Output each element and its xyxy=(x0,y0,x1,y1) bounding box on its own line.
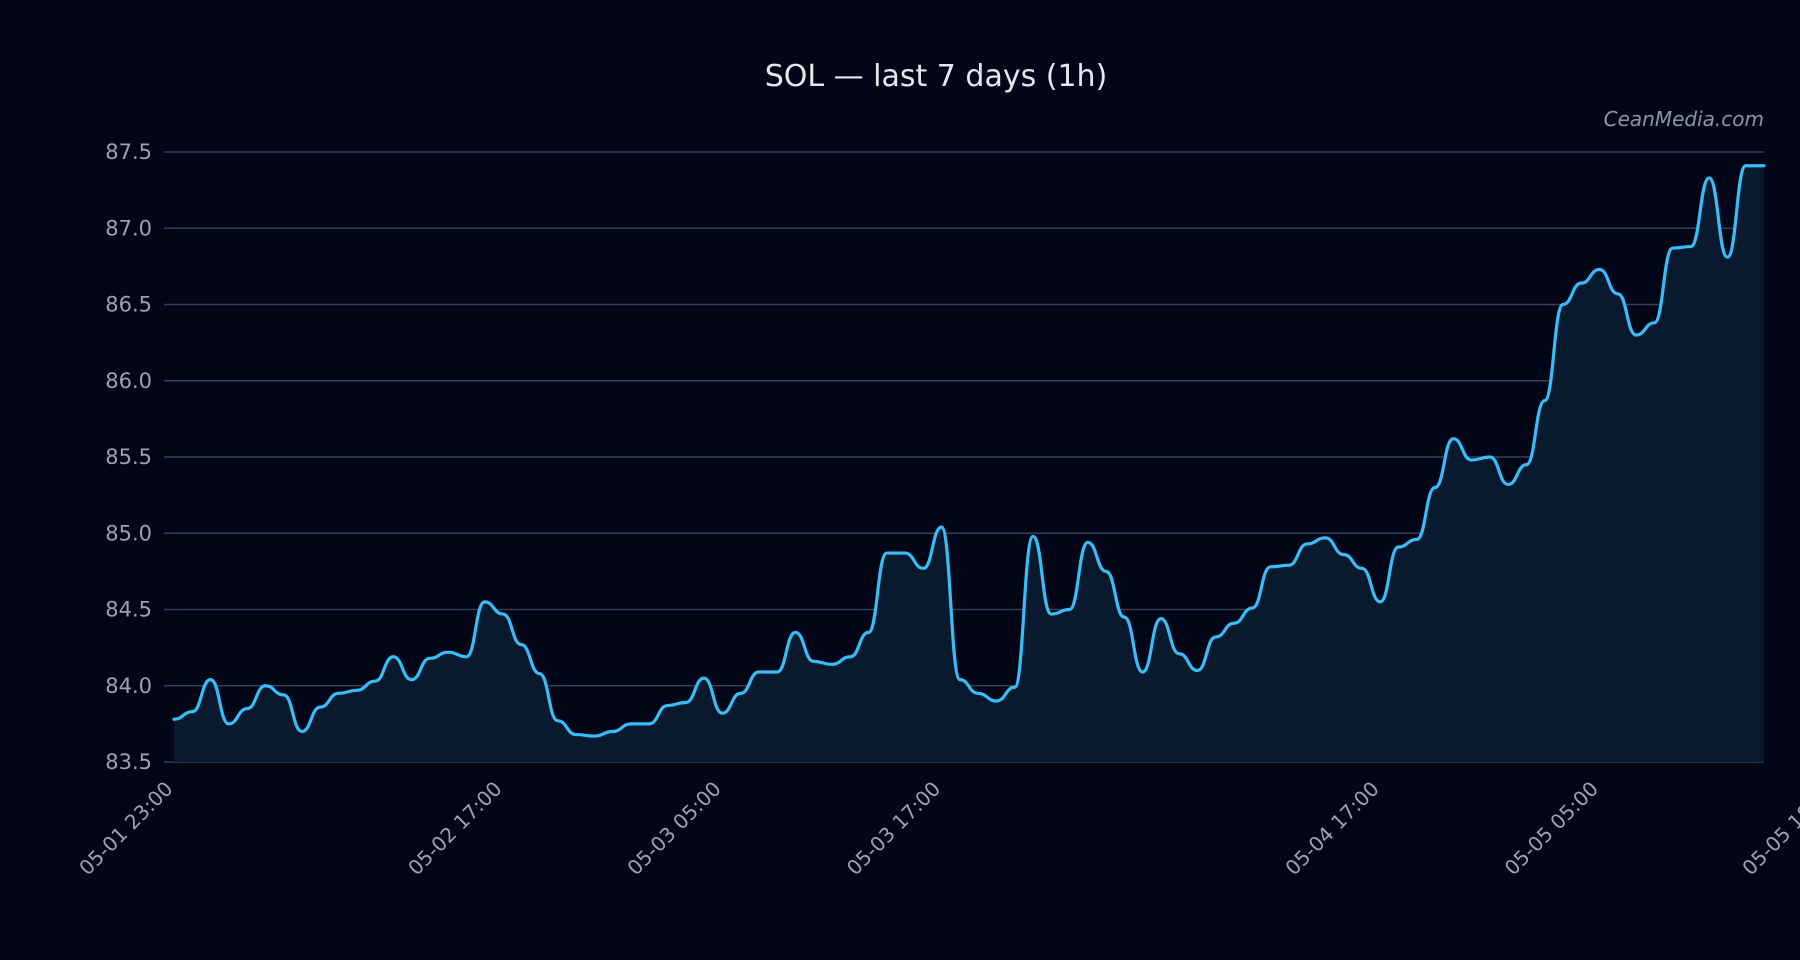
x-tick-label: 05-03 17:00 xyxy=(842,777,945,880)
x-tick-label: 05-04 17:00 xyxy=(1280,777,1383,880)
x-axis-tick-labels: 05-01 23:00 05-02 17:00 05-03 05:00 05-03 1… xyxy=(74,777,1800,880)
price-area-fill xyxy=(174,165,1764,762)
y-tick-label: 86.0 xyxy=(105,369,152,393)
x-tick-label: 05-03 05:00 xyxy=(622,777,725,880)
y-tick-label: 84.5 xyxy=(105,598,152,622)
y-tick-label: 87.5 xyxy=(105,140,152,164)
y-axis-tick-labels: 83.5 84.0 84.5 85.0 85.5 86.0 86.5 87.0 87.5 xyxy=(105,140,152,774)
watermark: CeanMedia.com xyxy=(1604,107,1764,131)
y-tick-label: 86.5 xyxy=(105,293,152,317)
y-tick-label: 87.0 xyxy=(105,216,152,240)
chart-title: SOL — last 7 days (1h) xyxy=(765,59,1108,94)
x-tick-label: 05-05 18:00 xyxy=(1737,777,1800,880)
y-tick-label: 84.0 xyxy=(105,674,152,698)
x-tick-label: 05-05 05:00 xyxy=(1500,777,1603,880)
x-tick-label: 05-01 23:00 xyxy=(74,777,177,880)
y-tick-label: 85.0 xyxy=(105,521,152,545)
y-tick-label: 83.5 xyxy=(105,750,152,774)
price-series-line xyxy=(172,164,1766,738)
y-tick-label: 85.5 xyxy=(105,445,152,469)
x-tick-label: 05-02 17:00 xyxy=(403,777,506,880)
